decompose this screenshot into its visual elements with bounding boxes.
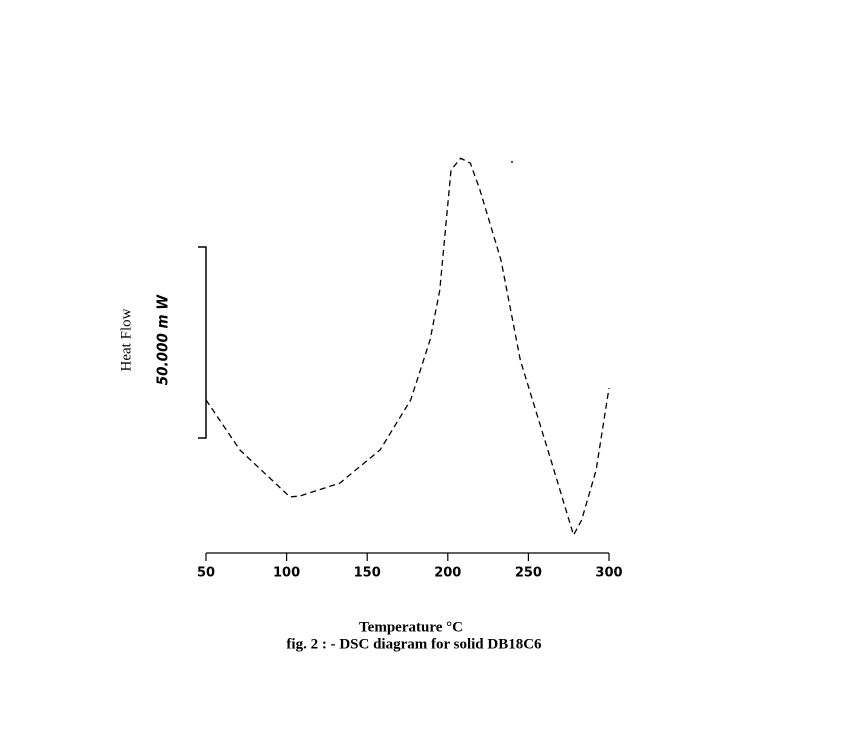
x-tick-label: 250 — [515, 566, 542, 581]
x-tick-label: 50 — [197, 566, 215, 581]
x-tick-label: 100 — [273, 566, 300, 581]
scale-bar — [198, 246, 207, 439]
speck — [510, 160, 514, 164]
y-axis-label: Heat Flow — [118, 308, 134, 371]
x-tick-label: 150 — [354, 566, 381, 581]
caption: fig. 2 : - DSC diagram for solid DB18C6 — [286, 636, 542, 652]
scale-label: 50.000 m W — [154, 294, 172, 386]
line — [205, 157, 610, 537]
x-tick-label: 300 — [595, 566, 622, 581]
x-axis-label: Temperature °C — [359, 619, 463, 635]
x-tick-label: 200 — [434, 566, 461, 581]
